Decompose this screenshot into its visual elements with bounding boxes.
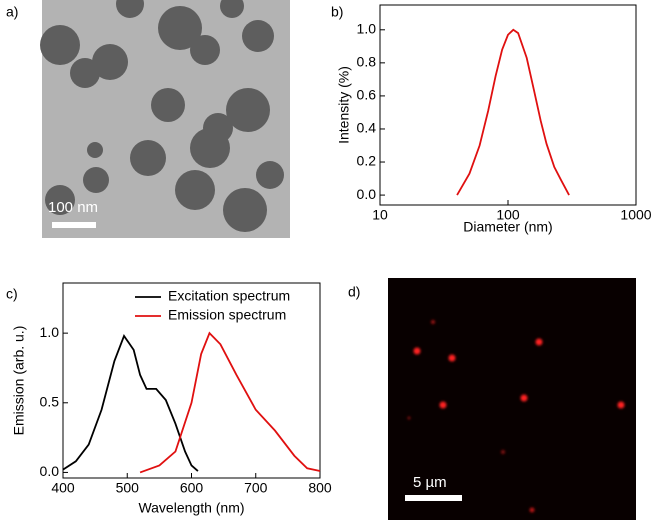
tem-image: 100 nm: [40, 0, 290, 238]
x-axis-label: Diameter (nm): [463, 219, 552, 235]
x-tick-label: 700: [244, 480, 268, 496]
panel-label: d): [348, 284, 360, 300]
y-tick-label: 0.8: [357, 54, 377, 70]
panel-label: c): [6, 286, 18, 302]
scale-bar-label: 100 nm: [48, 199, 98, 216]
x-axis-label: Wavelength (nm): [138, 500, 244, 516]
x-tick-label: 500: [116, 480, 140, 496]
data-line: [62, 334, 199, 472]
x-tick-label: 800: [308, 480, 332, 496]
panel-label: a): [6, 4, 18, 20]
x-tick-label: 100: [496, 207, 520, 223]
y-tick-label: 0.2: [357, 153, 377, 169]
y-tick-label: 0.0: [357, 186, 377, 202]
data-line: [139, 331, 321, 474]
x-tick-label: 10: [372, 207, 388, 223]
panel-label: b): [331, 4, 343, 20]
x-tick-label: 600: [180, 480, 204, 496]
x-tick-label: 400: [51, 480, 75, 496]
y-tick-label: 0.6: [357, 87, 377, 103]
data-line: [456, 28, 570, 196]
scale-bar-label: 5 µm: [413, 474, 447, 491]
legend-label: Excitation spectrum: [168, 288, 290, 304]
fluorescence-image: 5 µm: [388, 278, 636, 520]
y-tick-label: 0.5: [40, 393, 60, 409]
y-tick-label: 0.0: [40, 463, 60, 479]
y-tick-label: 1.0: [357, 20, 377, 36]
x-tick-label: 1000: [620, 207, 651, 223]
y-axis-label: Intensity (%): [336, 66, 352, 144]
legend-label: Emission spectrum: [168, 307, 286, 323]
y-tick-label: 0.4: [357, 120, 377, 136]
y-axis-label: Emission (arb. u.): [11, 326, 27, 436]
y-tick-label: 1.0: [40, 324, 60, 340]
